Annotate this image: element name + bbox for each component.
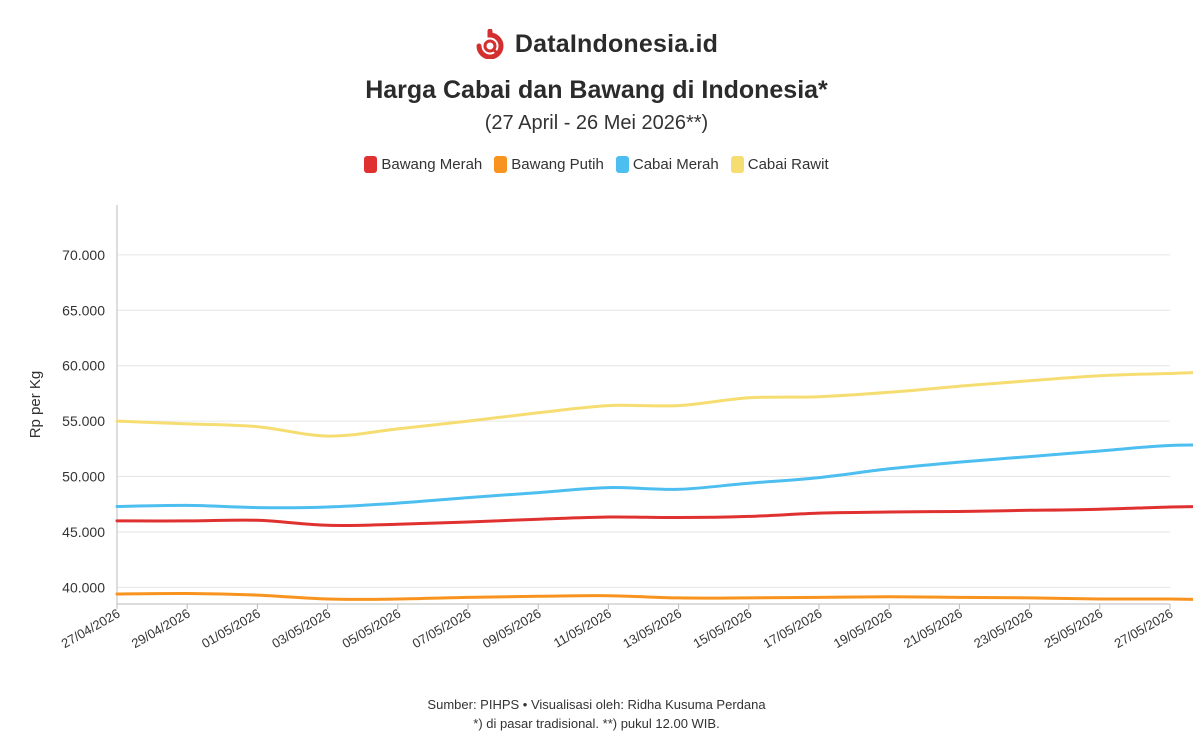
legend-label: Cabai Merah (632, 156, 719, 173)
y-tick-label: 60.000 (62, 358, 105, 374)
x-tick-label: 27/04/2026 (59, 606, 123, 652)
x-tick-label: 25/05/2026 (1041, 606, 1105, 652)
x-tick-label: 21/05/2026 (901, 606, 965, 652)
chart-subtitle: (27 April - 26 Mei 2026**) (484, 112, 709, 134)
brand-header: DataIndonesia.id (0, 26, 1193, 62)
series-line-bawang-merah (115, 505, 1193, 528)
y-tick-label: 45.000 (62, 524, 105, 540)
x-tick-label: 27/05/2026 (1112, 606, 1176, 652)
x-tick-label: 03/05/2026 (269, 606, 333, 652)
x-tick-label: 23/05/2026 (971, 606, 1035, 652)
legend-swatch (364, 156, 378, 173)
brand-name: DataIndonesia.id (514, 29, 719, 58)
series-line-cabai-merah (115, 443, 1193, 510)
x-tick-label: 11/05/2026 (551, 606, 614, 651)
legend-item[interactable]: Cabai Merah (615, 156, 719, 173)
series-line-cabai-rawit (115, 371, 1193, 438)
legend-label: Cabai Rawit (747, 156, 829, 173)
y-axis-title: Rp per Kg (27, 371, 44, 439)
y-tick-label: 50.000 (62, 469, 105, 485)
x-tick-label: 01/05/2026 (199, 606, 263, 652)
y-tick-label: 65.000 (62, 302, 105, 318)
x-tick-label: 07/05/2026 (410, 606, 474, 652)
footnote: *) di pasar tradisional. **) pukul 12.00… (473, 716, 720, 731)
x-tick-label: 09/05/2026 (480, 606, 544, 652)
x-tick-label: 13/05/2026 (620, 606, 684, 652)
y-tick-label: 40.000 (62, 579, 105, 595)
legend-label: Bawang Merah (381, 156, 483, 173)
y-tick-label: 55.000 (62, 413, 105, 429)
x-tick-label: 17/05/2026 (761, 606, 825, 652)
legend-swatch (730, 156, 744, 173)
y-tick-label: 70.000 (62, 247, 105, 263)
chart-title: Harga Cabai dan Bawang di Indonesia* (365, 76, 828, 104)
x-tick-label: 29/04/2026 (129, 606, 193, 652)
legend-item[interactable]: Bawang Putih (494, 156, 604, 173)
legend-swatch (494, 156, 508, 173)
source-note: Sumber: PIHPS • Visualisasi oleh: Ridha … (427, 697, 766, 712)
legend-label: Bawang Putih (511, 156, 604, 173)
legend-item[interactable]: Cabai Rawit (730, 156, 829, 173)
chart-legend: Bawang Merah Bawang Putih Cabai Merah Cabai… (0, 156, 1193, 173)
x-tick-label: 19/05/2026 (831, 606, 895, 652)
dataindonesia-logo-icon (476, 29, 504, 59)
legend-item[interactable]: Bawang Merah (364, 156, 482, 173)
x-tick-label: 05/05/2026 (339, 606, 403, 652)
series-line-bawang-putih (115, 591, 1193, 601)
legend-swatch (615, 156, 629, 173)
x-tick-label: 15/05/2026 (690, 606, 754, 652)
